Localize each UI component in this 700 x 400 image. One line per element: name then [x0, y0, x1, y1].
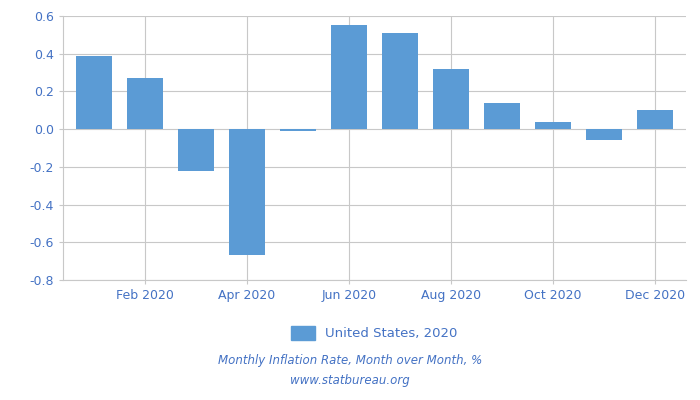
Bar	[484, 103, 520, 129]
Bar	[127, 78, 162, 129]
Legend: United States, 2020: United States, 2020	[286, 321, 463, 346]
Bar	[178, 129, 214, 171]
Bar	[433, 69, 469, 129]
Bar	[76, 56, 111, 129]
Bar	[331, 26, 367, 129]
Bar	[587, 129, 622, 140]
Bar	[229, 129, 265, 256]
Bar	[536, 122, 571, 129]
Bar	[382, 33, 418, 129]
Text: Monthly Inflation Rate, Month over Month, %: Monthly Inflation Rate, Month over Month…	[218, 354, 482, 367]
Text: www.statbureau.org: www.statbureau.org	[290, 374, 410, 387]
Bar	[280, 129, 316, 131]
Bar	[638, 110, 673, 129]
